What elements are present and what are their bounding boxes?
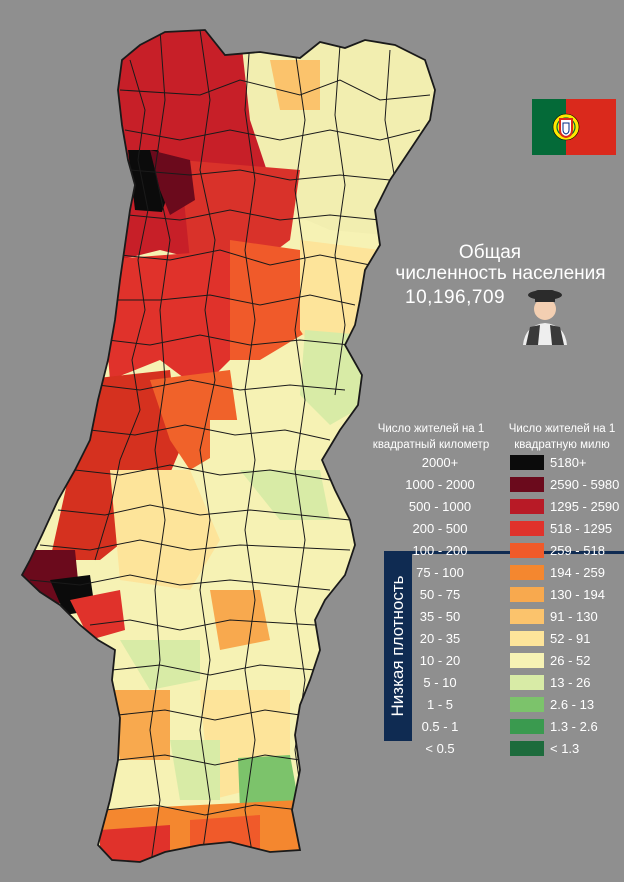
legend-mile-range: 2590 - 5980 (550, 477, 620, 492)
legend-color-swatch (510, 455, 544, 470)
legend-mile-range: 518 - 1295 (550, 521, 613, 536)
municipality-borders (29, 30, 431, 862)
legend-mile-range: 259 - 518 (550, 543, 605, 558)
legend-km-range: 20 - 35 (419, 631, 461, 646)
centre-coast-region (100, 250, 230, 390)
legend-row: 1000 - 2000 2590 - 5980 (380, 474, 624, 495)
legend-row: 100 - 200 259 - 518 (380, 540, 624, 561)
legend-km-range: 2000+ (421, 455, 459, 470)
legend-mile-range: 194 - 259 (550, 565, 605, 580)
legend-color-swatch (510, 609, 544, 624)
legend-row: 1 - 5 2.6 - 13 (380, 694, 624, 715)
legend-km-range: 1 - 5 (426, 697, 453, 712)
portugal-flag-icon (532, 99, 616, 155)
legend-row: 500 - 1000 1295 - 2590 (380, 496, 624, 517)
east-green-region (300, 330, 365, 425)
legend-row: 50 - 75 130 - 194 (380, 584, 624, 605)
legend-km-range: 10 - 20 (419, 653, 461, 668)
total-population-title-line1: Общая (458, 242, 522, 263)
legend-km-range: 0.5 - 1 (421, 719, 459, 734)
legend-mile-range: 13 - 26 (550, 675, 591, 690)
legend-row: 75 - 100 194 - 259 (380, 562, 624, 583)
legend-km-range: 100 - 200 (412, 543, 468, 558)
legend-header-per-mile: Число жителей на 1 квадратную милю (508, 423, 616, 451)
legend-row: 5 - 10 13 - 26 (380, 672, 624, 693)
legend-color-swatch (510, 653, 544, 668)
legend-row: 20 - 35 52 - 91 (380, 628, 624, 649)
legend-km-range: 35 - 50 (419, 609, 461, 624)
legend-row: 35 - 50 91 - 130 (380, 606, 624, 627)
algarve-west-region (100, 825, 170, 862)
legend-row: 200 - 500 518 - 1295 (380, 518, 624, 539)
legend-mile-range: 26 - 52 (550, 653, 591, 668)
legend-mile-range: 2.6 - 13 (550, 697, 595, 712)
alentejo-orange-region (110, 690, 170, 760)
legend-km-range: < 0.5 (425, 741, 455, 756)
total-population-title-line2: численность населения (395, 263, 606, 284)
legend-row: 2000+ 5180+ (380, 452, 624, 473)
beira-green-region (240, 470, 330, 520)
legend-color-swatch (510, 543, 544, 558)
legend-row: < 0.5 < 1.3 (380, 738, 624, 759)
legend-header-per-km: Число жителей на 1 квадратный километр (372, 423, 490, 451)
legend-color-swatch (510, 675, 544, 690)
tagus-valley-region (110, 470, 220, 590)
porto-ring-region (150, 150, 195, 215)
legend-mile-range: 52 - 91 (550, 631, 591, 646)
evora-region (210, 590, 270, 650)
legend-color-swatch (510, 477, 544, 492)
legend-color-swatch (510, 565, 544, 580)
legend-km-range: 75 - 100 (416, 565, 464, 580)
person-avatar-icon (520, 287, 570, 345)
legend-mile-range: 1.3 - 2.6 (550, 719, 598, 734)
legend-color-swatch (510, 697, 544, 712)
legend-km-range: 500 - 1000 (408, 499, 472, 514)
legend-mile-range: < 1.3 (550, 741, 580, 756)
legend-row: 10 - 20 26 - 52 (380, 650, 624, 671)
legend-color-swatch (510, 631, 544, 646)
low-density-bar (384, 551, 412, 741)
legend-color-swatch (510, 587, 544, 602)
legend-km-range: 50 - 75 (419, 587, 461, 602)
north-inner-red-region (180, 160, 300, 270)
centre-orange-region (270, 60, 320, 110)
centre-transition-region (230, 240, 310, 360)
legend-mile-range: 1295 - 2590 (550, 499, 620, 514)
legend-color-swatch (510, 719, 544, 734)
legend-km-range: 200 - 500 (412, 521, 468, 536)
low-density-divider (384, 551, 624, 554)
legend-mile-range: 91 - 130 (550, 609, 598, 624)
legend-mile-range: 5180+ (550, 455, 587, 470)
legend-mile-range: 130 - 194 (550, 587, 605, 602)
legend-color-swatch (510, 741, 544, 756)
legend-color-swatch (510, 499, 544, 514)
legend-color-swatch (510, 521, 544, 536)
legend-row: 0.5 - 1 1.3 - 2.6 (380, 716, 624, 737)
legend-km-range: 5 - 10 (423, 675, 457, 690)
legend-km-range: 1000 - 2000 (405, 477, 475, 492)
total-population-value: 10,196,709 (405, 287, 506, 308)
